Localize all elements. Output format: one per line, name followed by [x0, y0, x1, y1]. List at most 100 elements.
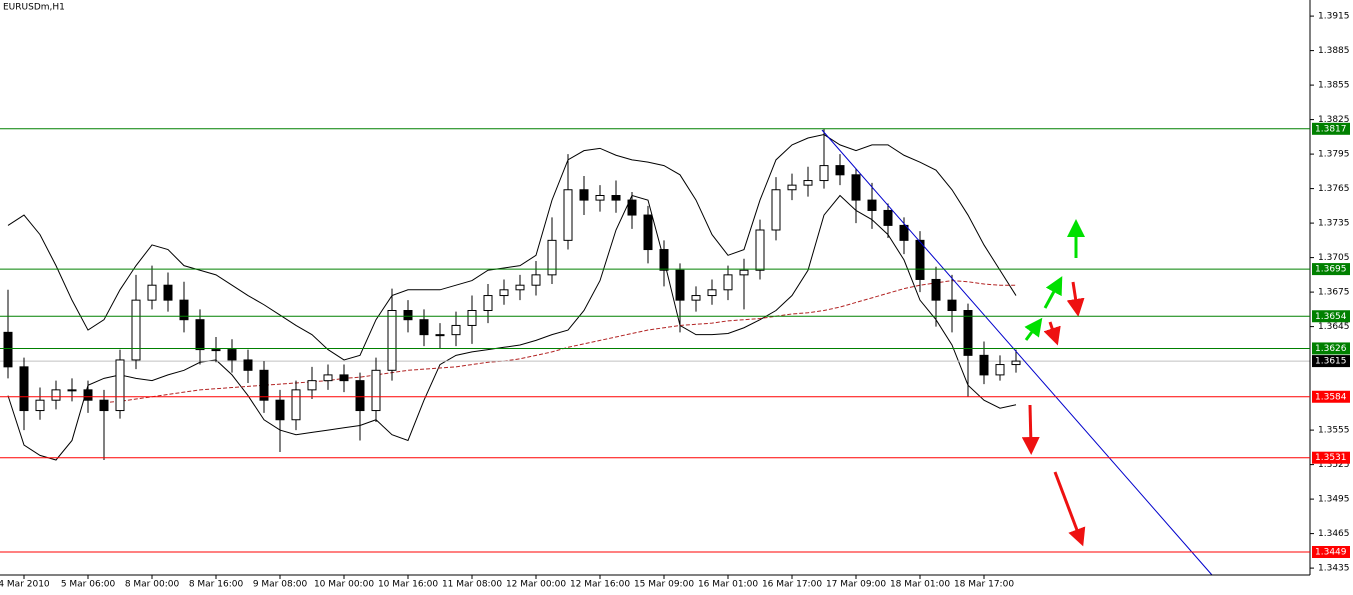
y-tick-label: 1.3765 — [1318, 184, 1350, 194]
candle-body — [467, 310, 477, 326]
candle-body — [131, 299, 141, 361]
candle-body — [963, 310, 973, 356]
y-tick-label: 1.3645 — [1318, 322, 1350, 332]
y-tick-label: 1.3795 — [1318, 150, 1350, 160]
x-tick-label: 18 Mar 17:00 — [954, 580, 1014, 590]
candle-body — [835, 165, 845, 176]
candle-body — [419, 319, 429, 336]
price-label: 1.3615 — [1315, 357, 1347, 367]
candle-body — [931, 278, 941, 301]
candle-body — [291, 389, 301, 421]
candle-body — [707, 289, 717, 297]
candle-body — [3, 331, 13, 368]
level-label-box — [1312, 122, 1350, 135]
candle-body — [547, 239, 557, 276]
candle-body — [499, 289, 509, 297]
candle-body — [323, 374, 333, 382]
trend-line — [821, 129, 1213, 576]
candle-body — [659, 249, 669, 271]
candle-body — [579, 189, 589, 201]
level-label: 1.3584 — [1315, 392, 1347, 402]
level-label: 1.3626 — [1315, 344, 1347, 354]
candle-body — [691, 295, 701, 301]
x-tick-label: 5 Mar 06:00 — [61, 580, 116, 590]
level-label: 1.3449 — [1315, 548, 1347, 558]
candle-body — [643, 214, 653, 251]
candle-body — [947, 299, 957, 311]
candle-body — [275, 399, 285, 421]
x-tick-label: 8 Mar 00:00 — [125, 580, 180, 590]
candle-body — [867, 199, 877, 211]
candle-body — [723, 274, 733, 291]
level-label: 1.3817 — [1315, 124, 1347, 134]
candle-body — [995, 364, 1005, 376]
y-tick-label: 1.3465 — [1318, 529, 1350, 539]
candle-body — [851, 174, 861, 201]
x-tick-label: 4 Mar 2010 — [0, 580, 50, 590]
y-tick-label: 1.3885 — [1318, 46, 1350, 56]
arrow-down — [1021, 404, 1040, 455]
x-tick-label: 18 Mar 01:00 — [890, 580, 950, 590]
candle-body — [227, 349, 237, 361]
price-label-box — [1312, 355, 1350, 368]
candle-body — [483, 295, 493, 311]
candle-body — [243, 359, 253, 371]
candle-body — [915, 239, 925, 280]
candle-body — [803, 180, 813, 186]
candle-body — [19, 366, 29, 412]
candle-body — [99, 399, 109, 412]
level-label-box — [1312, 451, 1350, 464]
candle-body — [515, 284, 525, 291]
candle-body — [899, 224, 909, 241]
arrow-up — [1043, 276, 1063, 309]
x-tick-label: 15 Mar 09:00 — [634, 580, 694, 590]
plot-area — [0, 128, 1310, 461]
candle-body — [451, 324, 461, 336]
x-tick-label: 16 Mar 17:00 — [762, 580, 822, 590]
candle-body — [51, 389, 61, 401]
y-tick-label: 1.3855 — [1318, 81, 1350, 91]
candle-body — [563, 189, 573, 241]
x-tick-label: 8 Mar 16:00 — [189, 580, 244, 590]
arrows — [1021, 219, 1086, 547]
candle-body — [387, 310, 397, 371]
x-tick-label: 9 Mar 08:00 — [253, 580, 308, 590]
x-tick-label: 11 Mar 08:00 — [442, 580, 502, 590]
candle-body — [371, 369, 381, 412]
candle-body — [627, 199, 637, 216]
candle-body — [259, 369, 269, 401]
candle-body — [195, 319, 205, 351]
candle-body — [211, 349, 221, 352]
candle-body — [163, 284, 173, 301]
level-label-box — [1312, 342, 1350, 355]
arrow-down — [1043, 321, 1061, 346]
y-tick-label: 1.3735 — [1318, 219, 1350, 229]
arrow-down — [1053, 471, 1086, 547]
x-tick-label: 10 Mar 00:00 — [314, 580, 374, 590]
candle-body — [435, 334, 445, 337]
candle-body — [755, 229, 765, 271]
candle-body — [883, 209, 893, 226]
candle-body — [35, 399, 45, 412]
level-label-box — [1312, 263, 1350, 276]
x-tick-label: 12 Mar 00:00 — [506, 580, 566, 590]
candle-body — [611, 195, 621, 201]
level-label: 1.3695 — [1315, 265, 1347, 275]
candle-body — [115, 359, 125, 412]
level-label: 1.3654 — [1315, 312, 1347, 322]
y-tick-label: 1.3555 — [1318, 426, 1350, 436]
y-tick-label: 1.3675 — [1318, 288, 1350, 298]
y-tick-label: 1.3825 — [1318, 115, 1350, 125]
band-lower — [7, 194, 1017, 461]
level-label: 1.3531 — [1315, 453, 1347, 463]
level-label-box — [1312, 546, 1350, 558]
candle-body — [739, 269, 749, 276]
candle-body — [339, 374, 349, 382]
candle-body — [67, 389, 77, 392]
candle-body — [531, 274, 541, 286]
level-label-box — [1312, 390, 1350, 403]
y-tick-label: 1.3525 — [1318, 460, 1350, 470]
y-tick-label: 1.3495 — [1318, 495, 1350, 505]
moving-average — [103, 280, 1016, 403]
